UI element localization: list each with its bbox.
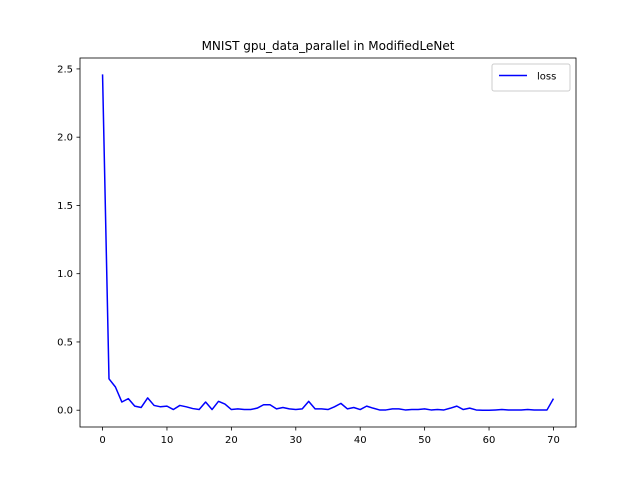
y-tick-label: 0.0 <box>57 406 73 417</box>
legend-box <box>491 63 571 92</box>
legend-label-loss: loss <box>537 72 556 83</box>
x-tick-label: 0 <box>99 435 105 446</box>
x-tick-label: 50 <box>418 435 431 446</box>
y-tick-label: 1.0 <box>57 269 73 280</box>
x-tick-label: 10 <box>161 435 174 446</box>
y-tick-label: 2.5 <box>57 64 73 75</box>
plot-frame <box>79 57 577 428</box>
x-tick-label: 30 <box>289 435 302 446</box>
y-tick-label: 1.5 <box>57 201 73 212</box>
y-tick-label: 0.5 <box>57 337 73 348</box>
y-tick-label: 2.0 <box>57 133 73 144</box>
x-tick-label: 70 <box>547 435 560 446</box>
x-tick-label: 40 <box>354 435 367 446</box>
x-tick-label: 60 <box>483 435 496 446</box>
series-line-loss <box>101 74 555 411</box>
x-tick-label: 20 <box>225 435 238 446</box>
legend: loss <box>491 63 571 92</box>
chart-title: MNIST gpu_data_parallel in ModifiedLeNet <box>202 39 455 53</box>
axes: 0 10 20 30 40 50 60 70 0.0 0.5 1.0 1.5 2.0 2.5 <box>57 57 577 446</box>
series-layer <box>101 74 555 411</box>
